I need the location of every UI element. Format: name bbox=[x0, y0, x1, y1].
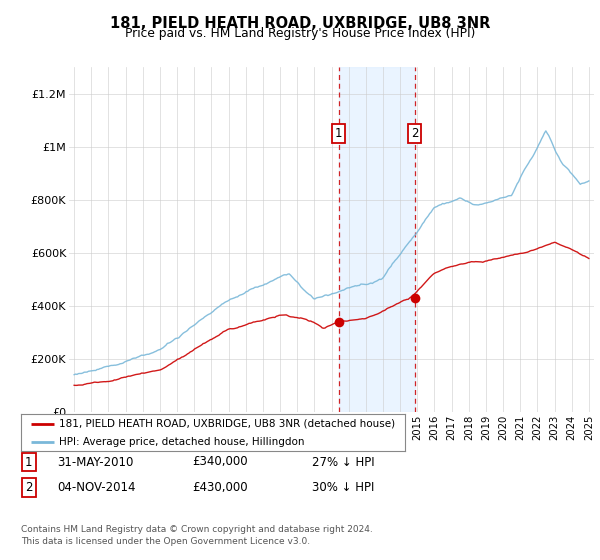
Text: 04-NOV-2014: 04-NOV-2014 bbox=[57, 480, 136, 494]
Text: 27% ↓ HPI: 27% ↓ HPI bbox=[312, 455, 374, 469]
Text: Price paid vs. HM Land Registry's House Price Index (HPI): Price paid vs. HM Land Registry's House … bbox=[125, 27, 475, 40]
Text: 31-MAY-2010: 31-MAY-2010 bbox=[57, 455, 133, 469]
Text: 2: 2 bbox=[25, 480, 32, 494]
Text: £430,000: £430,000 bbox=[192, 480, 248, 494]
Text: 181, PIELD HEATH ROAD, UXBRIDGE, UB8 3NR (detached house): 181, PIELD HEATH ROAD, UXBRIDGE, UB8 3NR… bbox=[59, 418, 395, 428]
Text: 1: 1 bbox=[335, 127, 343, 140]
Bar bbox=[339, 67, 415, 412]
Text: 2: 2 bbox=[411, 127, 418, 140]
Text: 181, PIELD HEATH ROAD, UXBRIDGE, UB8 3NR: 181, PIELD HEATH ROAD, UXBRIDGE, UB8 3NR bbox=[110, 16, 490, 31]
Text: Contains HM Land Registry data © Crown copyright and database right 2024.
This d: Contains HM Land Registry data © Crown c… bbox=[21, 525, 373, 546]
Text: 1: 1 bbox=[25, 455, 32, 469]
Text: 30% ↓ HPI: 30% ↓ HPI bbox=[312, 480, 374, 494]
Text: £340,000: £340,000 bbox=[192, 455, 248, 469]
Text: HPI: Average price, detached house, Hillingdon: HPI: Average price, detached house, Hill… bbox=[59, 437, 305, 447]
